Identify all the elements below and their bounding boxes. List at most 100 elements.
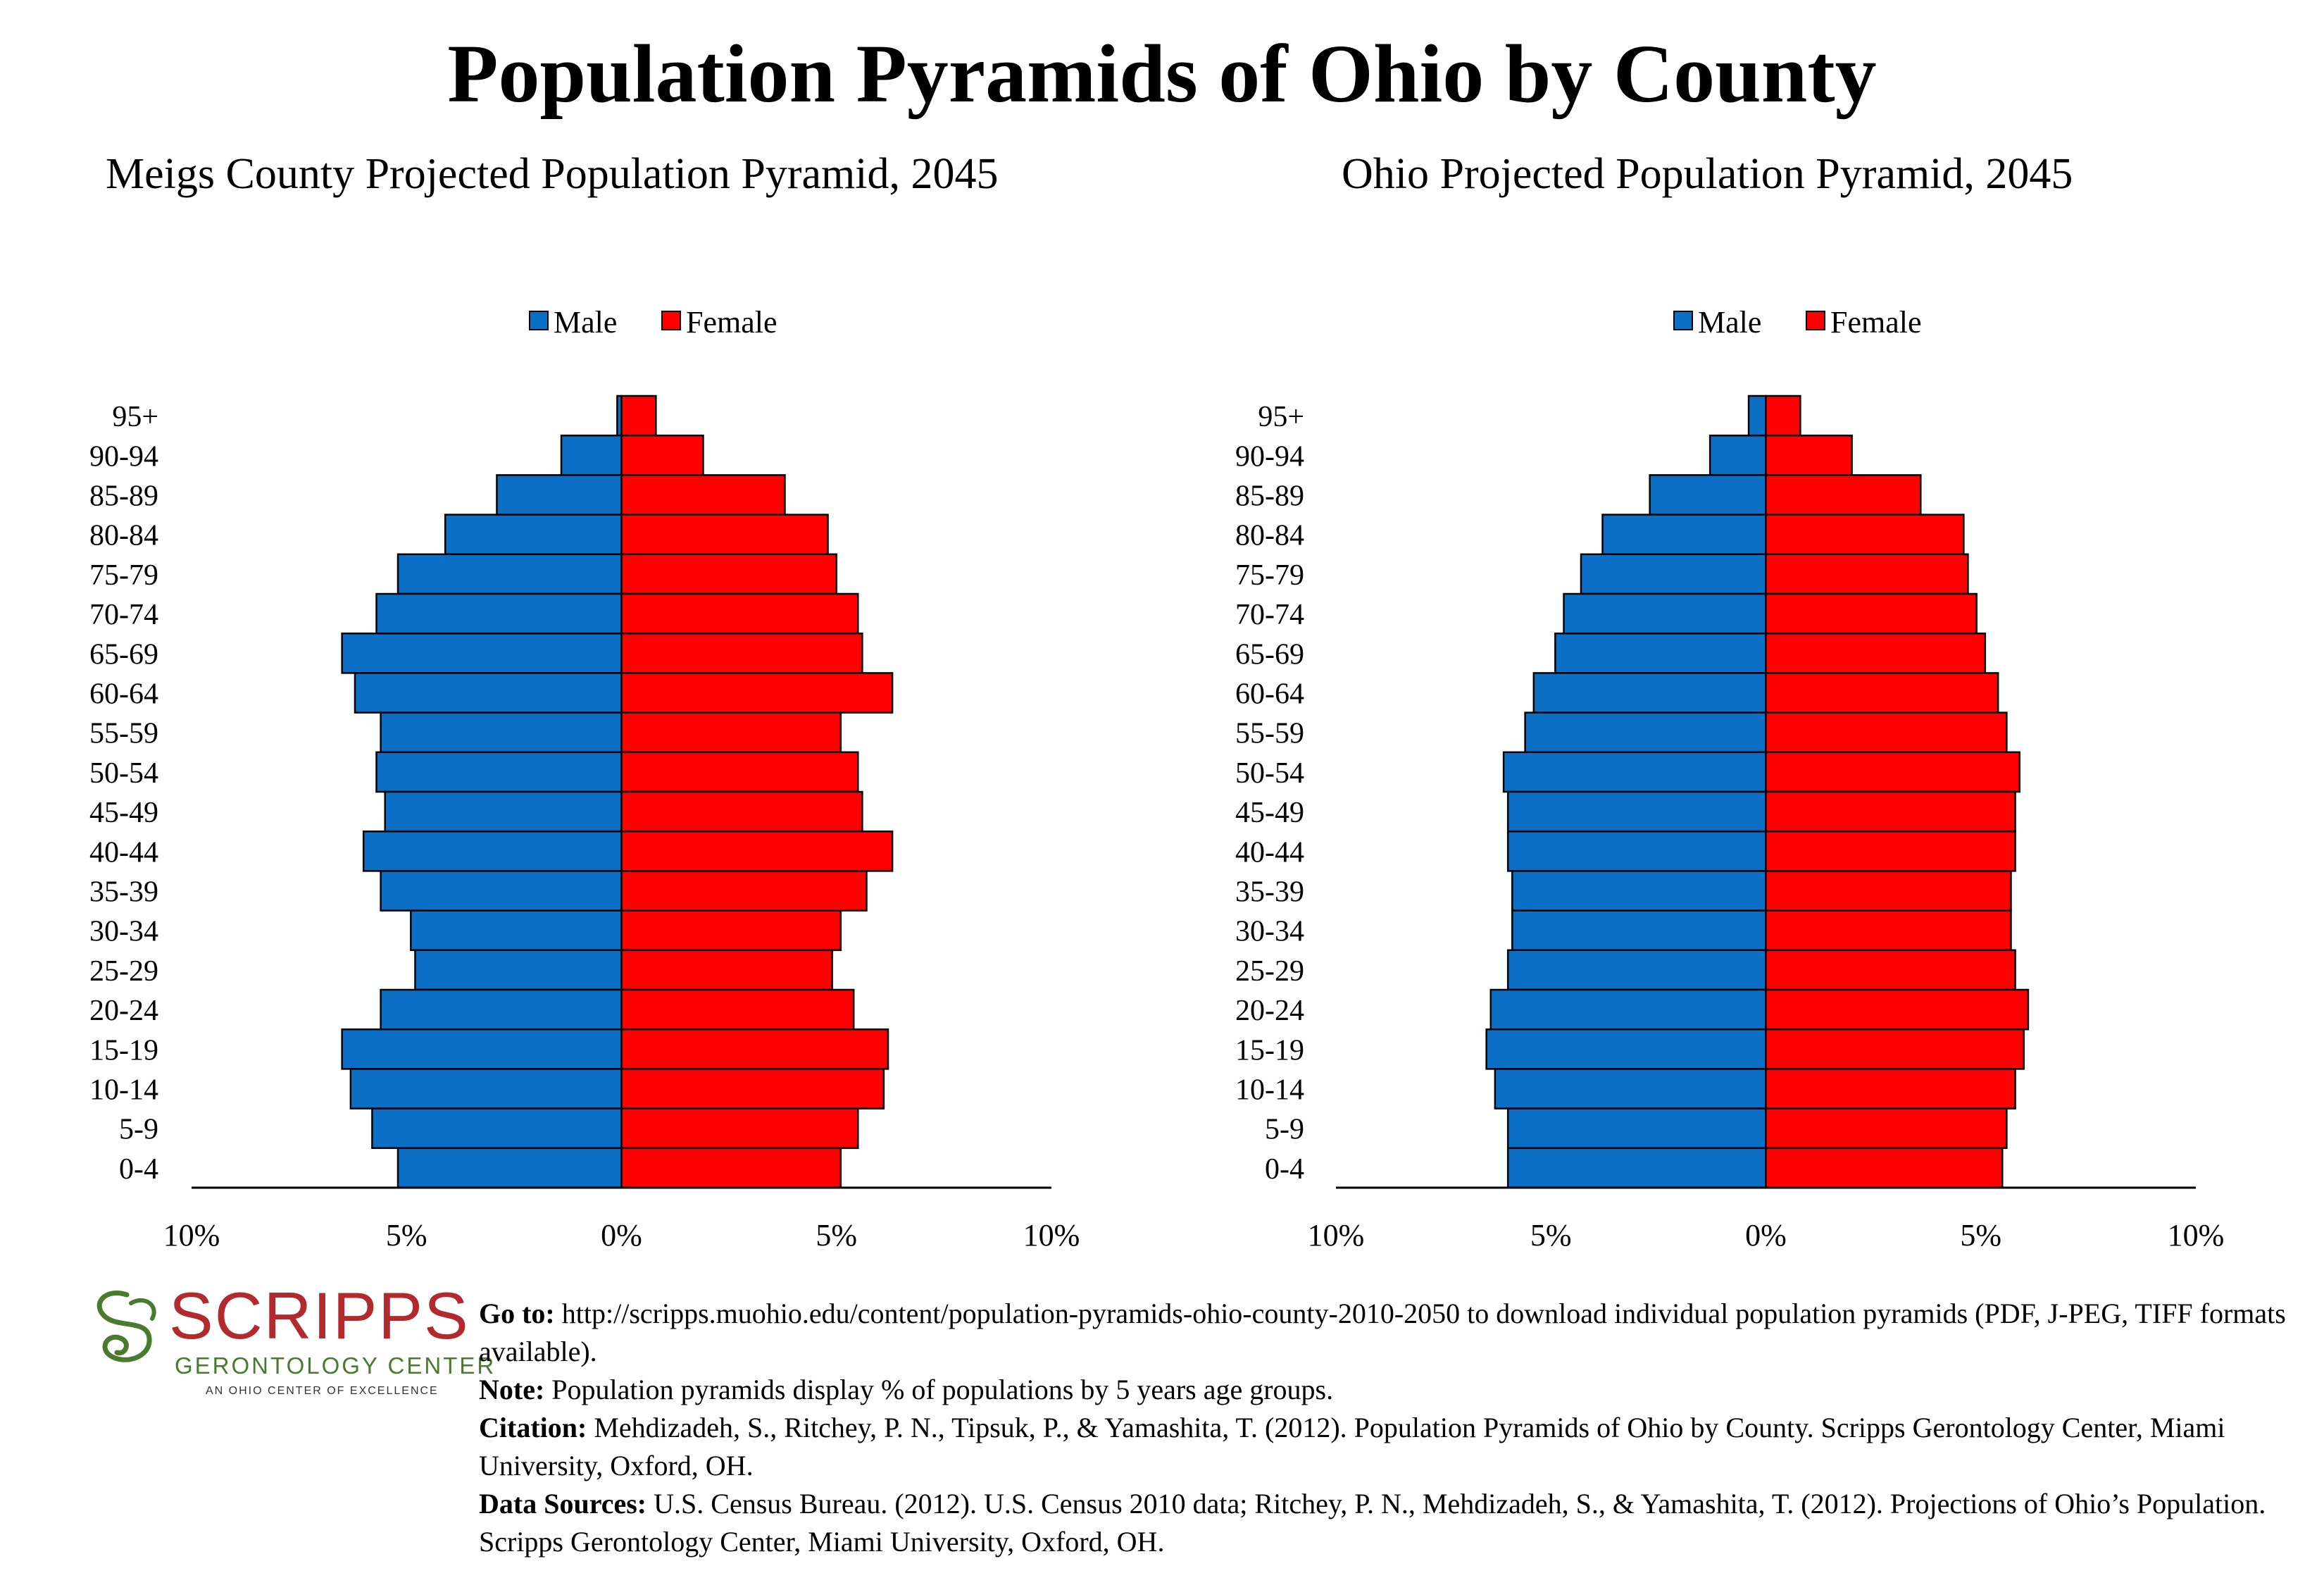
- meigs-bar-male-15-19: [341, 1028, 623, 1070]
- ohio-age-label: 75-79: [1235, 559, 1304, 592]
- ohio-age-label: 55-59: [1235, 718, 1304, 750]
- meigs-bar-female-90-94: [620, 434, 704, 476]
- note-label: Note:: [479, 1374, 545, 1405]
- meigs-bar-female-65-69: [620, 632, 863, 674]
- ohio-bar-male-85-89: [1649, 474, 1767, 516]
- ohio-bar-male-10-14: [1494, 1068, 1767, 1110]
- meigs-pyramid: 95+ 90-94 85-89 80-84 75-79 70-74 65-69 60-64 55…: [89, 305, 1080, 1253]
- meigs-bar-female-55-59: [620, 711, 842, 754]
- ohio-bar-male-90-94: [1708, 434, 1767, 476]
- ohio-age-label: 30-34: [1235, 916, 1304, 948]
- meigs-bar-female-95+: [620, 394, 657, 437]
- page-title: Population Pyramids of Ohio by County: [447, 27, 1877, 120]
- citation-text: Mehdizadeh, S., Ritchey, P. N., Tipsuk, …: [479, 1412, 2225, 1481]
- ohio-bar-female-20-24: [1765, 988, 2030, 1031]
- meigs-tick-label: 5%: [386, 1218, 427, 1253]
- ohio-age-label: 90-94: [1235, 440, 1304, 473]
- ohio-bar-female-65-69: [1765, 632, 1987, 674]
- ohio-bar-male-25-29: [1506, 949, 1767, 991]
- ohio-bar-female-60-64: [1765, 672, 1999, 714]
- ohio-age-label: 35-39: [1235, 876, 1304, 909]
- ohio-bar-male-60-64: [1532, 672, 1767, 714]
- meigs-bar-male-50-54: [375, 751, 623, 793]
- ohio-bar-male-35-39: [1511, 870, 1767, 912]
- sources-label: Data Sources:: [479, 1488, 647, 1519]
- ohio-bar-female-15-19: [1765, 1028, 2025, 1070]
- sources-line: Data Sources: U.S. Census Bureau. (2012)…: [479, 1485, 2310, 1561]
- ohio-legend: Male Female: [1673, 305, 1922, 340]
- meigs-bar-male-90-94: [560, 434, 623, 476]
- ohio-bar-female-30-34: [1765, 909, 2012, 952]
- meigs-bar-male-65-69: [341, 632, 623, 674]
- meigs-bar-female-40-44: [620, 830, 894, 872]
- ohio-legend-label-female: Female: [1830, 305, 1922, 340]
- ohio-age-label: 5-9: [1265, 1114, 1304, 1146]
- citation-line: Citation: Mehdizadeh, S., Ritchey, P. N.…: [479, 1409, 2310, 1485]
- meigs-age-label: 20-24: [89, 995, 158, 1027]
- ohio-bar-male-20-24: [1489, 988, 1767, 1031]
- ohio-age-label: 20-24: [1235, 995, 1304, 1027]
- ohio-age-label: 60-64: [1235, 678, 1304, 711]
- ohio-bar-female-35-39: [1765, 870, 2012, 912]
- meigs-bar-male-75-79: [396, 553, 623, 595]
- ohio-bar-male-75-79: [1580, 553, 1767, 595]
- meigs-bar-male-20-24: [380, 988, 623, 1031]
- ohio-bar-female-55-59: [1765, 711, 2008, 754]
- ohio-bar-male-5-9: [1506, 1107, 1767, 1150]
- ohio-bar-male-30-34: [1511, 909, 1767, 952]
- goto-text[interactable]: http://scripps.muohio.edu/content/popula…: [479, 1298, 2286, 1367]
- ohio-tick-label: 10%: [1308, 1218, 1365, 1253]
- meigs-bar-male-5-9: [371, 1107, 623, 1150]
- ohio-bar-female-90-94: [1765, 434, 1853, 476]
- meigs-bar-male-35-39: [380, 870, 623, 912]
- population-pyramids-svg: 95+ 90-94 85-89 80-84 75-79 70-74 65-69 60-64 55…: [89, 305, 2224, 1253]
- ohio-tick-label: 5%: [1960, 1218, 2001, 1253]
- meigs-bar-female-25-29: [620, 949, 833, 991]
- ohio-bar-female-95+: [1765, 394, 1801, 437]
- ohio-pyramid: 95+ 90-94 85-89 80-84 75-79 70-74 65-69 60-64 55…: [1235, 305, 2224, 1253]
- meigs-bar-female-80-84: [620, 514, 829, 556]
- meigs-bar-female-60-64: [620, 672, 894, 714]
- meigs-age-label: 60-64: [89, 678, 158, 711]
- meigs-bar-female-10-14: [620, 1068, 885, 1110]
- ohio-age-label: 70-74: [1235, 599, 1304, 631]
- meigs-age-label: 15-19: [89, 1034, 158, 1067]
- ohio-age-label: 15-19: [1235, 1034, 1304, 1067]
- ohio-bar-male-45-49: [1506, 790, 1767, 833]
- meigs-bar-female-0-4: [620, 1147, 842, 1189]
- citation-label: Citation:: [479, 1412, 587, 1443]
- meigs-legend-swatch-male: [529, 311, 549, 330]
- meigs-age-label: 50-54: [89, 757, 158, 790]
- meigs-legend-label-female: Female: [686, 305, 777, 340]
- logo-tagline: AN OHIO CENTER OF EXCELLENCE: [206, 1385, 439, 1397]
- meigs-age-label: 65-69: [89, 638, 158, 671]
- sources-text: U.S. Census Bureau. (2012). U.S. Census …: [479, 1488, 2266, 1558]
- ohio-age-label: 85-89: [1235, 480, 1304, 513]
- ohio-bar-male-55-59: [1524, 711, 1767, 754]
- meigs-tick-label: 10%: [163, 1218, 220, 1253]
- ohio-bar-male-50-54: [1502, 751, 1767, 793]
- ohio-bar-female-75-79: [1765, 553, 1969, 595]
- meigs-age-label: 75-79: [89, 559, 158, 592]
- ohio-age-label: 10-14: [1235, 1074, 1304, 1107]
- meigs-age-label: 0-4: [119, 1153, 158, 1186]
- ohio-bar-male-0-4: [1506, 1147, 1767, 1189]
- meigs-chart-title: Meigs County Projected Population Pyrami…: [106, 150, 999, 198]
- meigs-bar-female-35-39: [620, 870, 868, 912]
- meigs-bar-female-15-19: [620, 1028, 889, 1070]
- ohio-bar-male-15-19: [1485, 1028, 1767, 1070]
- ohio-bar-female-5-9: [1765, 1107, 2008, 1150]
- footnotes: Go to: http://scripps.muohio.edu/content…: [479, 1295, 2310, 1561]
- logo-wordmark: SCRIPPS: [169, 1279, 470, 1353]
- meigs-age-label: 10-14: [89, 1074, 158, 1107]
- ohio-age-label: 40-44: [1235, 836, 1304, 869]
- meigs-age-label: 5-9: [119, 1114, 158, 1146]
- goto-note: Go to: http://scripps.muohio.edu/content…: [479, 1295, 2310, 1371]
- meigs-tick-label: 0%: [601, 1218, 642, 1253]
- scripps-swirl-icon: [96, 1291, 156, 1362]
- meigs-bar-male-0-4: [396, 1147, 623, 1189]
- ohio-age-label: 65-69: [1235, 638, 1304, 671]
- ohio-age-label: 80-84: [1235, 520, 1304, 552]
- meigs-bar-female-45-49: [620, 790, 863, 833]
- ohio-tick-label: 10%: [2168, 1218, 2225, 1253]
